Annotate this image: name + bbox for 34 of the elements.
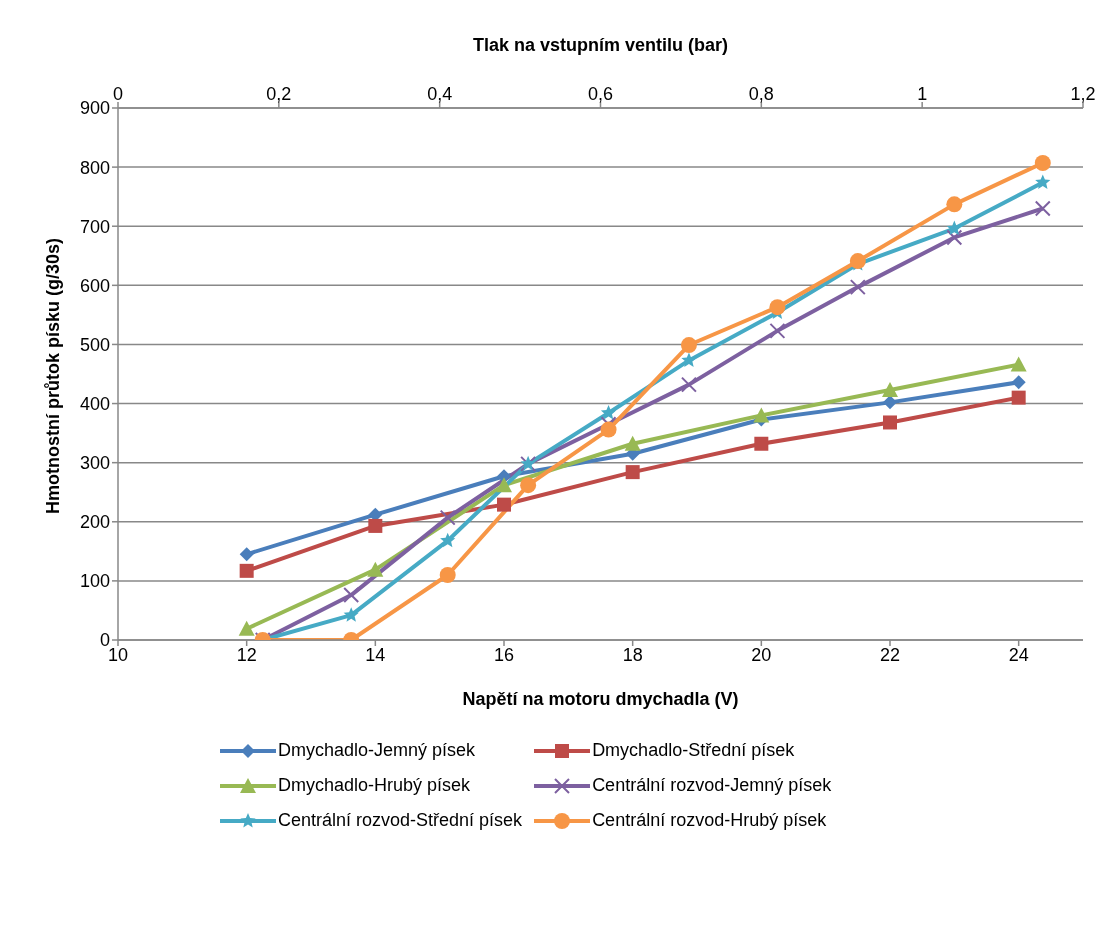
legend-label: Dmychadlo-Hrubý písek <box>278 775 471 796</box>
x-tick-label: 18 <box>622 644 643 665</box>
y-tick-label: 600 <box>79 275 110 296</box>
y-tick-label: 300 <box>79 453 110 474</box>
x-tick-label: 22 <box>879 644 901 665</box>
x2-tick-label: 1,2 <box>1070 84 1096 104</box>
x-tick-label: 20 <box>751 644 772 665</box>
legend-label: Centrální rozvod-Střední písek <box>278 810 523 831</box>
x-tick-label: 12 <box>236 644 257 665</box>
y-tick-label: 900 <box>79 98 110 119</box>
y-tick-label: 400 <box>79 393 110 414</box>
y-tick-label: 700 <box>79 216 110 237</box>
x2-tick-label: 0,6 <box>587 84 614 104</box>
y-tick-label: 500 <box>79 334 110 355</box>
x2-tick-label: 0,2 <box>266 84 292 104</box>
x2-tick-label: 1 <box>917 84 928 104</box>
y-tick-label: 0 <box>99 630 110 651</box>
y-axis-title: Hmotnostní průtok písku (g/30s) <box>43 237 64 514</box>
y-tick-label: 100 <box>79 571 110 592</box>
legend-label: Dmychadlo-Jemný písek <box>278 740 476 761</box>
y-tick-label: 200 <box>79 512 110 533</box>
x-tick-label: 14 <box>365 644 386 665</box>
x-tick-label: 24 <box>1008 644 1029 665</box>
y-tick-label: 800 <box>79 157 110 178</box>
x-axis-title: Napětí na motoru dmychadla (V) <box>462 689 739 709</box>
x2-axis-title: Tlak na vstupním ventilu (bar) <box>472 34 729 55</box>
x2-tick-label: 0 <box>112 84 124 104</box>
x-tick-label: 16 <box>493 644 515 665</box>
legend-label: Centrální rozvod-Hrubý písek <box>592 810 827 831</box>
legend-label: Dmychadlo-Střední písek <box>592 740 795 761</box>
x2-tick-label: 0,4 <box>427 84 453 104</box>
x2-tick-label: 0,8 <box>748 84 774 104</box>
x-tick-label: 10 <box>107 644 129 665</box>
legend-label: Centrální rozvod-Jemný písek <box>592 775 832 796</box>
